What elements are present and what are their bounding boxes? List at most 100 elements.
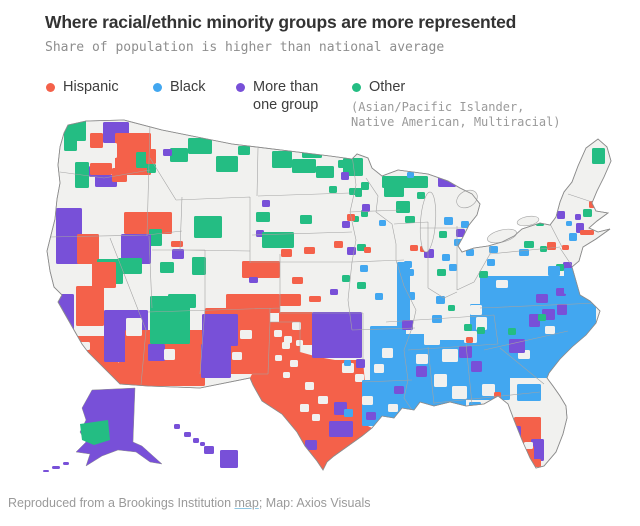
map-patch — [557, 304, 567, 315]
map-patch — [274, 330, 282, 337]
map-patch — [242, 261, 280, 278]
map-patch — [188, 138, 212, 154]
map-patch — [304, 247, 315, 254]
map-patch — [64, 133, 77, 151]
map-patch — [508, 328, 516, 335]
map-patch — [364, 247, 371, 253]
footer-credit: Reproduced from a Brookings Institution … — [8, 496, 370, 510]
map-patch — [262, 200, 270, 207]
map-patch — [171, 241, 183, 247]
alaska-hawaii-layer — [43, 388, 238, 472]
map-patch — [356, 359, 365, 368]
map-patch — [349, 188, 358, 195]
map-patch — [202, 314, 238, 346]
footer-map-link[interactable]: map — [235, 496, 259, 510]
map-patch — [290, 360, 298, 367]
map-patch — [479, 271, 488, 278]
map-patch — [388, 404, 398, 412]
map-patch — [569, 233, 577, 241]
map-patch — [312, 312, 362, 358]
map-patch — [283, 372, 290, 378]
map-patch — [275, 355, 282, 361]
map-patch — [292, 159, 316, 173]
map-patch — [466, 337, 473, 343]
map-patch — [382, 348, 393, 358]
map-patch — [436, 296, 445, 304]
map-patch — [437, 269, 446, 276]
map-patch — [524, 241, 534, 248]
map-patch — [538, 314, 546, 321]
map-patch — [52, 466, 60, 469]
map-patch — [482, 384, 495, 396]
us-county-map — [0, 0, 640, 526]
map-patch — [583, 209, 592, 217]
map-patch — [282, 342, 290, 349]
map-patch — [404, 261, 412, 268]
map-patch — [448, 305, 455, 311]
map-patch — [238, 146, 250, 155]
map-patch — [174, 424, 180, 429]
map-patch — [592, 148, 605, 164]
map-patch — [342, 221, 350, 228]
map-patch — [509, 446, 534, 468]
map-patch — [281, 249, 292, 257]
map-patch — [464, 324, 472, 331]
map-patch — [341, 172, 349, 180]
map-patch — [552, 188, 560, 195]
map-patch — [200, 442, 205, 446]
map-patch — [438, 176, 456, 187]
map-patch — [63, 462, 69, 465]
map-patch — [444, 217, 453, 225]
map-patch — [406, 269, 414, 276]
map-patch — [405, 216, 415, 223]
map-patch — [489, 246, 498, 253]
map-patch — [496, 280, 508, 288]
map-patch — [366, 412, 376, 420]
map-patch — [192, 257, 206, 275]
map-patch — [76, 286, 104, 326]
map-patch — [316, 166, 334, 178]
map-patch — [90, 163, 112, 175]
map-patch — [232, 352, 242, 360]
map-patch — [163, 149, 172, 156]
map-patch — [300, 404, 309, 412]
map-patch — [360, 265, 368, 272]
footer-suffix: ; Map: Axios Visuals — [259, 496, 371, 510]
map-patch — [531, 459, 541, 467]
map-patch — [487, 259, 495, 266]
map-patch — [454, 239, 462, 246]
map-patch — [184, 432, 191, 437]
map-patch — [416, 354, 428, 364]
map-patch — [204, 446, 214, 454]
map-patch — [407, 172, 414, 178]
map-patch — [124, 212, 172, 234]
map-patch — [284, 336, 292, 343]
map-patch — [589, 201, 598, 208]
map-patch — [379, 220, 386, 226]
map-region-alaska-green — [80, 420, 110, 445]
map-patch — [557, 211, 565, 219]
map-patch — [329, 186, 337, 193]
map-patch — [334, 241, 343, 248]
map-patch — [103, 143, 117, 158]
map-patch — [160, 262, 174, 273]
map-patch — [439, 231, 447, 238]
map-patch — [164, 349, 175, 360]
map-patch — [374, 364, 384, 373]
map-patch — [90, 133, 103, 148]
map-patch — [279, 294, 301, 306]
map-patch — [361, 182, 369, 190]
map-patch — [362, 204, 370, 212]
map-patch — [477, 327, 485, 334]
map-patch — [459, 346, 472, 358]
map-patch — [547, 242, 556, 250]
map-patch — [249, 277, 258, 283]
map-patch — [417, 192, 425, 199]
map-patch — [92, 262, 116, 288]
map-patch — [240, 330, 252, 339]
map-patch — [424, 331, 440, 345]
map-patch — [410, 245, 418, 251]
map-patch — [442, 349, 458, 362]
map-patch — [357, 282, 366, 289]
map-patch — [305, 382, 314, 390]
